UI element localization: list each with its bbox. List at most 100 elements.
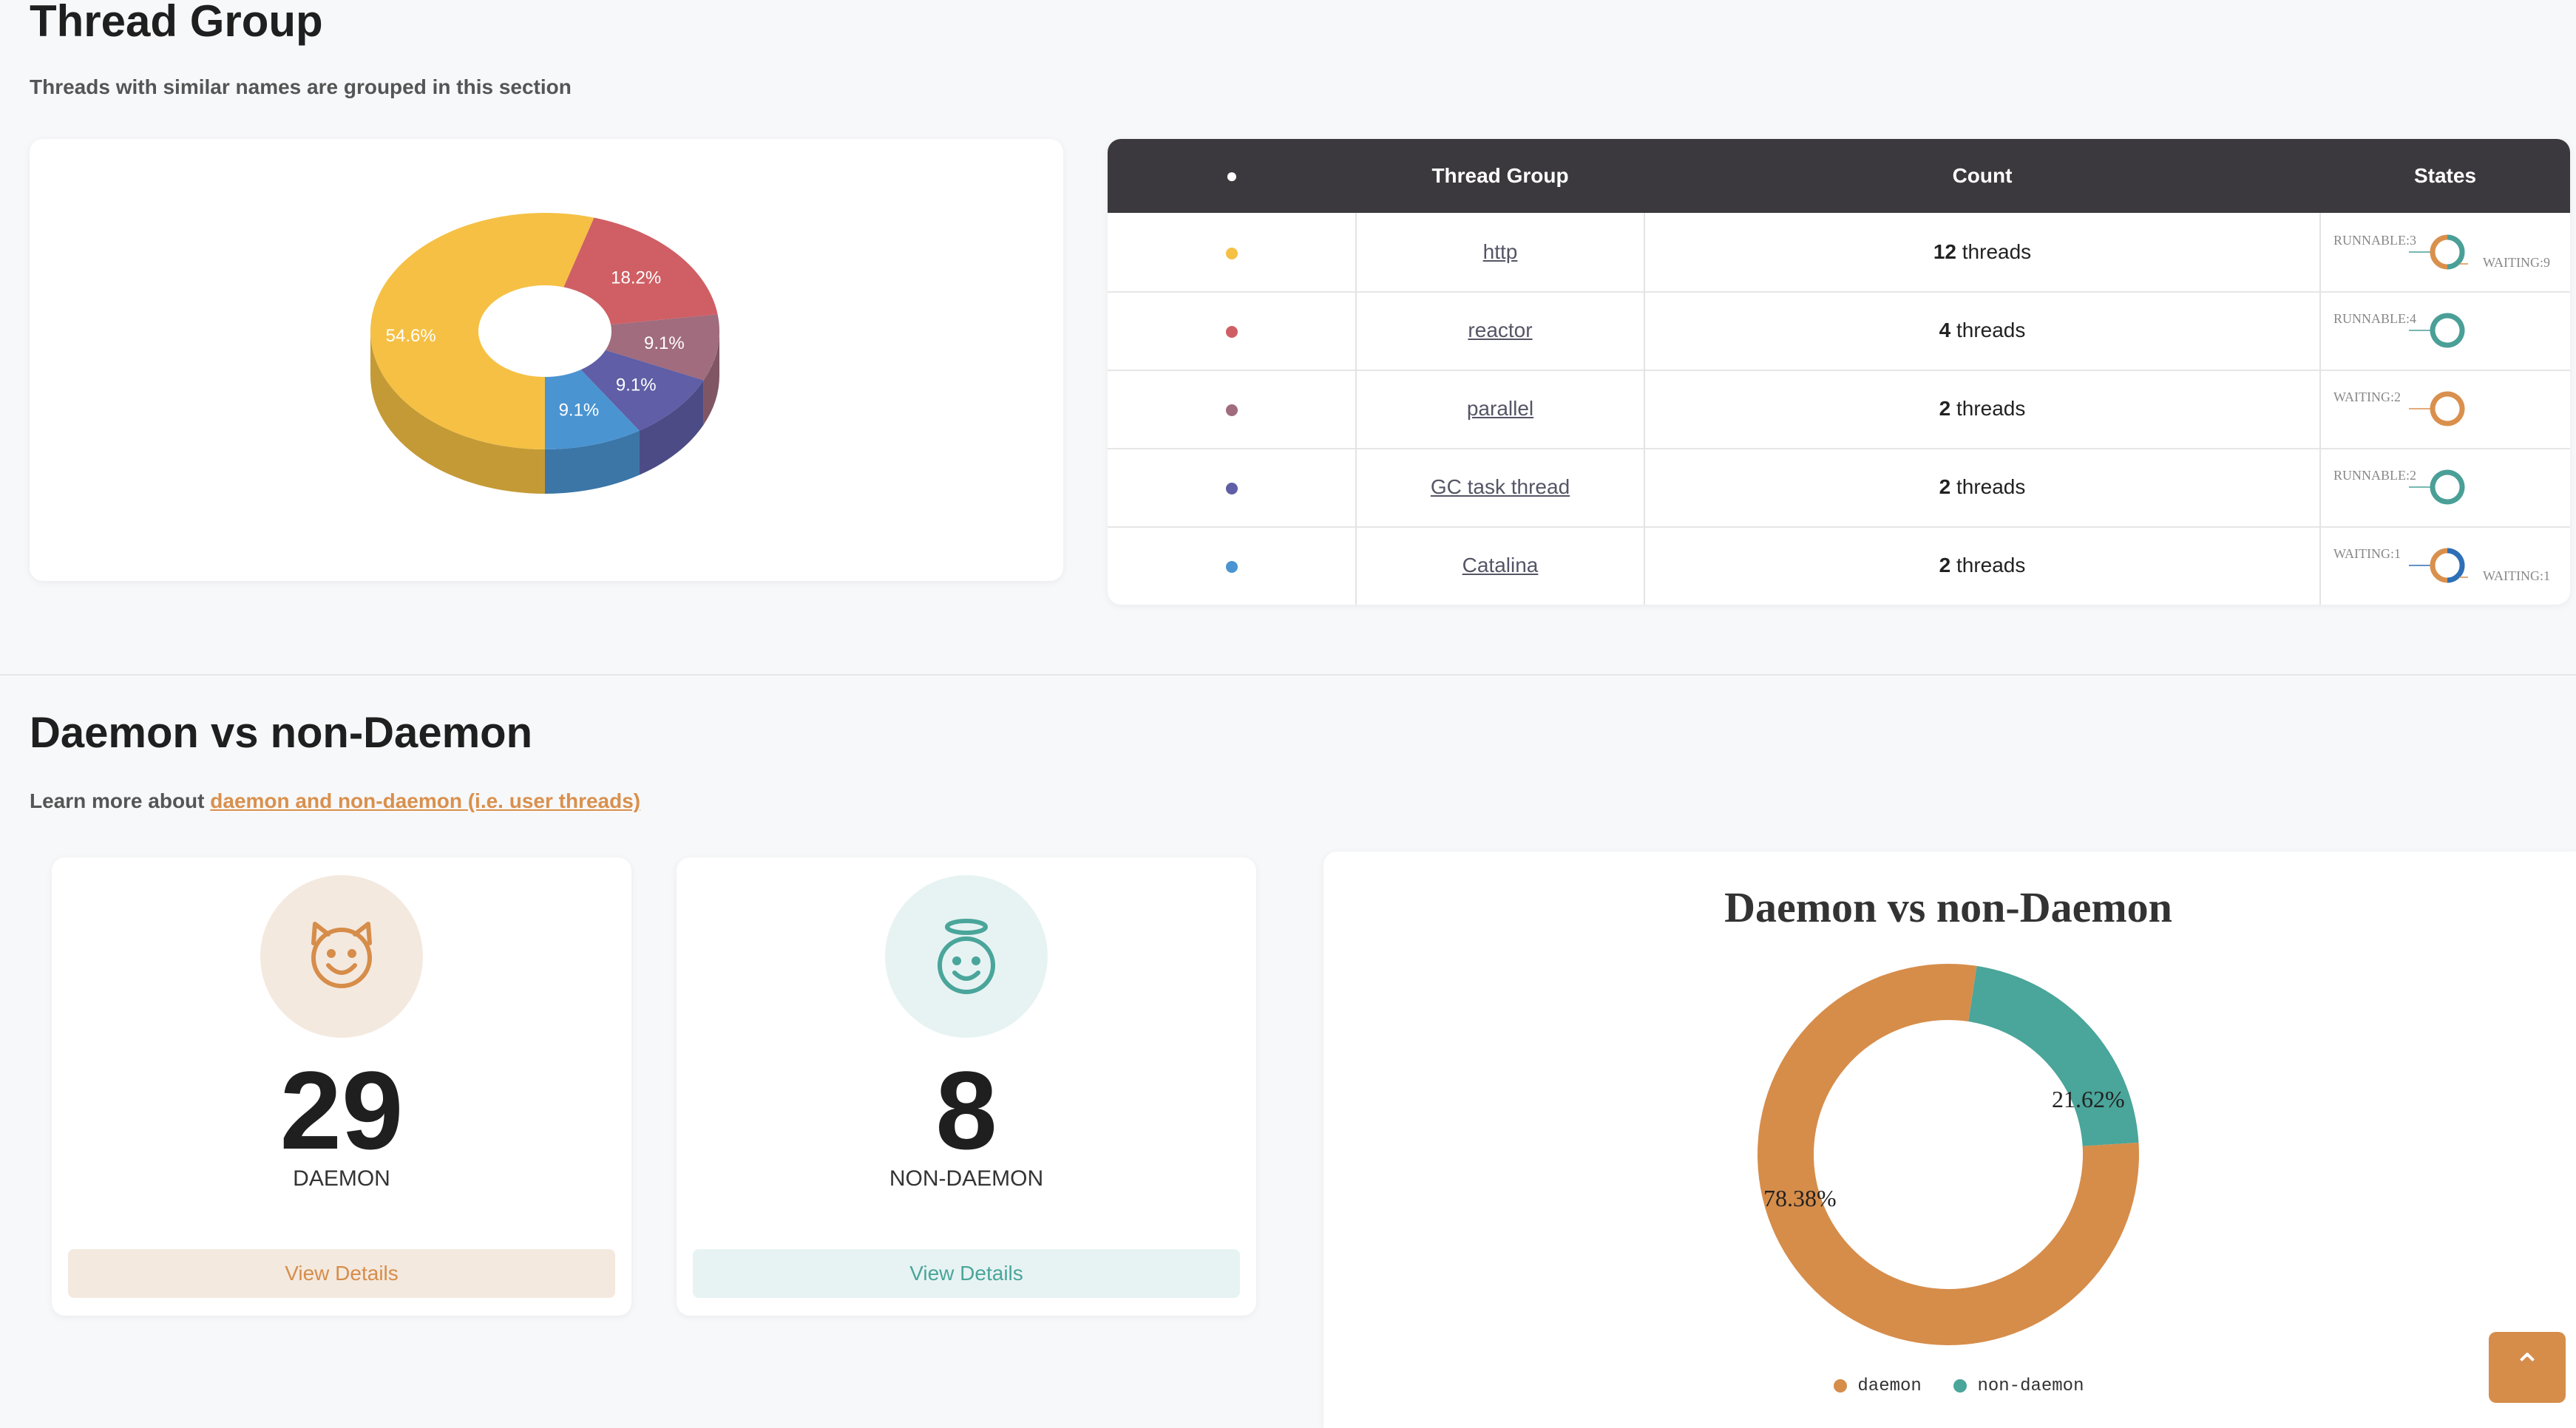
pie-slice[interactable] [370, 213, 594, 449]
state-donut [2409, 234, 2468, 270]
chart-legend: daemon non-daemon [1834, 1376, 2084, 1396]
states-mini-chart: WAITING:1 WAITING:1 [2320, 526, 2570, 605]
donut-slice-non-daemon[interactable] [1968, 965, 2139, 1146]
pie-slice-side [639, 380, 704, 475]
daemon-learn-more: Learn more about daemon and non-daemon (… [30, 789, 640, 813]
row-dot [1108, 213, 1356, 291]
non-daemon-view-details-button[interactable]: View Details [693, 1249, 1240, 1298]
states-mini-chart: RUNNABLE:4 [2320, 291, 2570, 370]
chevron-up-icon: ⌃ [2512, 1347, 2542, 1385]
table-row: GC task thread 2 threads RUNNABLE:2 [1108, 448, 2570, 528]
row-dot [1108, 291, 1356, 370]
pie-slice-label: 9.1% [644, 333, 685, 353]
thread-count: 2 threads [1644, 448, 2320, 526]
devil-face-icon [311, 922, 372, 988]
daemon-avatar [260, 875, 423, 1038]
count-unit: threads [1956, 397, 2026, 420]
states-mini-chart: WAITING:2 [2320, 370, 2570, 448]
pie-slice[interactable] [563, 217, 718, 325]
state-label: RUNNABLE:4 [2333, 311, 2416, 326]
state-label: WAITING:9 [2483, 255, 2550, 270]
thread-group-link[interactable]: Catalina [1462, 554, 1539, 577]
group-color-dot [1226, 404, 1238, 416]
state-label: WAITING:2 [2333, 390, 2401, 404]
thread-group-pie-chart: 54.6% 18.2% 9.1% 9.1% 9.1% [370, 213, 719, 494]
state-label: RUNNABLE:2 [2333, 468, 2416, 483]
legend-non-daemon-swatch [1953, 1378, 1967, 1393]
table-row: reactor 4 threads RUNNABLE:4 [1108, 291, 2570, 371]
thread-count: 4 threads [1644, 291, 2320, 370]
daemon-view-details-button[interactable]: View Details [68, 1249, 615, 1298]
count-value: 2 [1939, 554, 1951, 577]
non-daemon-label: NON-DAEMON [889, 1166, 1044, 1191]
legend-daemon: daemon [1857, 1376, 1922, 1396]
daemon-donut-chart: 78.38% 21.62% [1758, 964, 2139, 1345]
state-arc [2430, 313, 2465, 348]
group-color-dot [1226, 325, 1238, 338]
thread-group-subtitle: Threads with similar names are grouped i… [30, 75, 572, 98]
daemon-info-link[interactable]: daemon and non-daemon (i.e. user threads… [210, 789, 641, 812]
header-count: Count [1952, 164, 2013, 187]
count-unit: threads [1956, 475, 2026, 498]
state-arc [2430, 548, 2448, 583]
scroll-to-top-button[interactable]: ⌃ [2489, 1332, 2566, 1403]
count-unit: threads [1956, 554, 2026, 577]
states-mini-chart: RUNNABLE:2 [2320, 448, 2570, 526]
state-donut [2409, 548, 2468, 583]
table-header: ● Thread Group Count States [1108, 139, 2570, 213]
pie-slice[interactable] [580, 350, 704, 431]
state-label: WAITING:1 [2333, 546, 2401, 561]
pie-slice[interactable] [545, 370, 640, 449]
thread-count: 12 threads [1644, 213, 2320, 291]
row-dot [1108, 448, 1356, 526]
non-daemon-card: 8 NON-DAEMON View Details [677, 857, 1256, 1316]
donut-slice-daemon[interactable] [1758, 964, 2139, 1345]
header-dot: ● [1225, 164, 1238, 187]
angel-face-icon [938, 919, 995, 994]
state-arc [2430, 234, 2448, 270]
thread-group-link[interactable]: reactor [1468, 319, 1533, 341]
thread-group-link[interactable]: http [1482, 240, 1518, 263]
chart-title: Daemon vs non-Daemon [1724, 883, 2172, 931]
daemon-section-title: Daemon vs non-Daemon [30, 709, 532, 757]
table-row: Catalina 2 threads WAITING:1 WAITING:1 [1108, 526, 2570, 605]
thread-count: 2 threads [1644, 526, 2320, 605]
daemon-label: DAEMON [293, 1166, 390, 1191]
state-arc [2430, 469, 2465, 505]
state-arc [2430, 391, 2465, 426]
daemon-count: 29 [279, 1048, 404, 1172]
daemon-card: 29 DAEMON View Details [52, 857, 631, 1316]
legend-daemon-swatch [1834, 1378, 1847, 1393]
section-divider [0, 674, 2576, 676]
header-states: States [2413, 164, 2477, 187]
count-unit: threads [1962, 240, 2032, 263]
pie-slice-label: 9.1% [616, 375, 657, 395]
count-value: 2 [1939, 397, 1951, 420]
non-daemon-avatar [885, 875, 1048, 1038]
non-daemon-count: 8 [935, 1048, 997, 1172]
pie-hole [481, 296, 609, 375]
pie-slice-label: 9.1% [559, 401, 600, 421]
pie-slice-side [545, 430, 640, 494]
thread-group-link[interactable]: GC task thread [1430, 475, 1570, 498]
thread-group-link[interactable]: parallel [1466, 397, 1534, 420]
count-value: 12 [1933, 240, 1956, 263]
donut-slice-label: 21.62% [2052, 1086, 2125, 1112]
pie-slice-label: 54.6% [386, 326, 436, 346]
daemon-chart-card: Daemon vs non-Daemon 78.38% 21.62% daemon… [1323, 851, 2576, 1428]
group-color-dot [1226, 482, 1238, 494]
pie-slice-side [370, 331, 545, 494]
pie-slice[interactable] [605, 314, 719, 381]
thread-group-title: Thread Group [30, 0, 323, 46]
state-label: RUNNABLE:3 [2333, 233, 2416, 248]
row-dot [1108, 526, 1356, 605]
state-donut [2409, 313, 2465, 348]
state-donut [2409, 391, 2465, 426]
group-color-dot [1226, 560, 1238, 573]
count-value: 2 [1939, 475, 1951, 498]
donut-slice-label: 78.38% [1763, 1185, 1837, 1211]
state-label: WAITING:1 [2483, 568, 2550, 583]
table-row: http 12 threads RUNNABLE:3 WAITING:9 [1108, 213, 2570, 293]
table-row: parallel 2 threads WAITING:2 [1108, 370, 2570, 449]
count-unit: threads [1956, 319, 2026, 341]
